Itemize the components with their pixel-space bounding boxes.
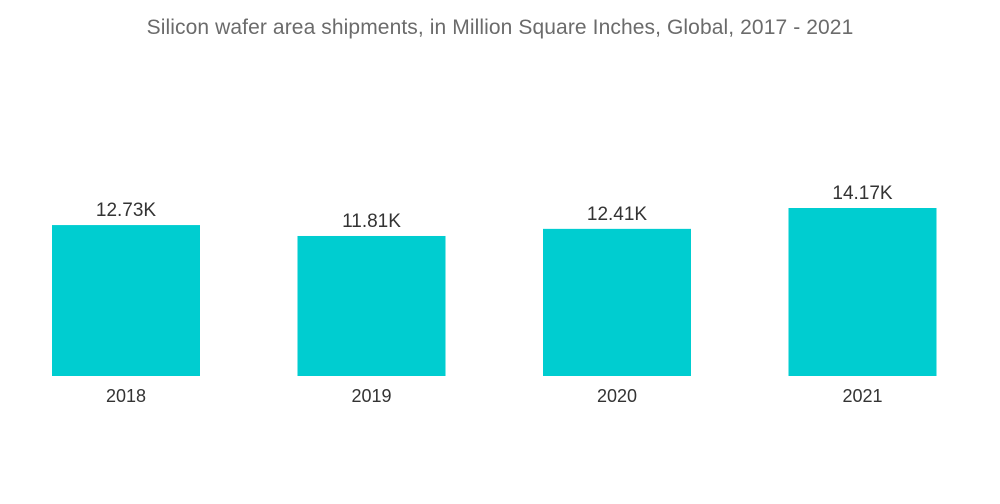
x-tick-label-2018: 2018	[106, 386, 146, 406]
bar-2021	[788, 208, 937, 376]
x-tick-label-2021: 2021	[842, 386, 882, 406]
data-label-2019: 11.81K	[342, 211, 401, 232]
data-label-2021: 14.17K	[832, 183, 893, 204]
chart-title: Silicon wafer area shipments, in Million…	[146, 16, 854, 39]
bar-2020	[543, 228, 691, 376]
data-label-2020: 12.41K	[587, 204, 648, 225]
data-label-2018: 12.73K	[96, 200, 157, 221]
bar-2019	[297, 235, 446, 376]
x-tick-label-2020: 2020	[597, 386, 637, 406]
bar-2018	[52, 225, 200, 376]
x-tick-label-2019: 2019	[351, 386, 391, 406]
